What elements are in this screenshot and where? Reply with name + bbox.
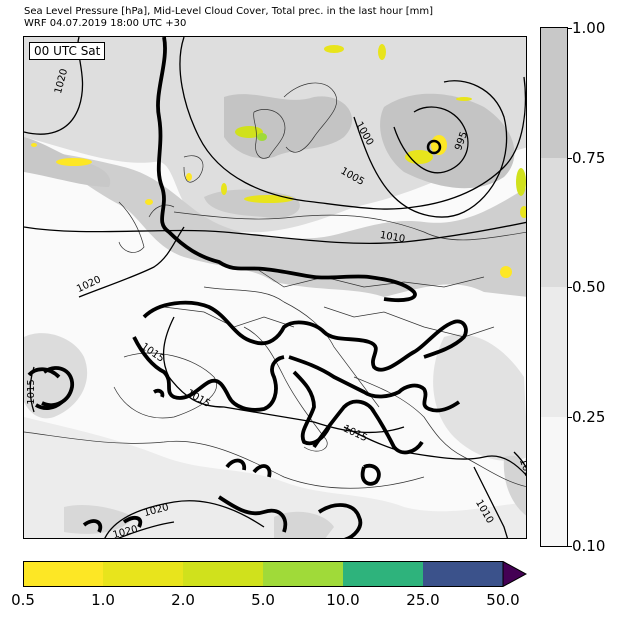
precip-colorbar-label: 10.0 xyxy=(326,591,360,609)
precip-colorbar-segment xyxy=(423,561,504,587)
precip-colorbar-label: 2.0 xyxy=(171,591,195,609)
cloud-colorbar-label: 0.10 xyxy=(572,537,606,555)
precip-colorbar-segment xyxy=(103,561,184,587)
isobar-label: 1010 xyxy=(379,230,406,245)
cloud-colorbar-segment xyxy=(541,28,567,159)
weather-map[interactable]: 1020 1020 1015 1015 1015 1015 1010 1010 … xyxy=(23,36,527,539)
precip-colorbar-outline xyxy=(23,561,503,587)
precip-colorbar-segment xyxy=(23,561,104,587)
map-title: Sea Level Pressure [hPa], Mid-Level Clou… xyxy=(24,6,434,17)
isobar-label: 1020 xyxy=(75,274,103,295)
isobars-thick xyxy=(27,37,468,538)
precip-colorbar-segment xyxy=(343,561,424,587)
cloud-colorbar-label: 0.50 xyxy=(572,278,606,296)
isobar-label: 1015 xyxy=(26,379,37,404)
cloud-colorbar-label: 0.75 xyxy=(572,148,606,167)
isobars-thin xyxy=(24,37,526,538)
cloud-colorbar-segment xyxy=(541,157,567,288)
low-pressure-centre xyxy=(426,139,442,155)
isobar-label: 1015 xyxy=(341,423,369,444)
precip-colorbar-segment xyxy=(263,561,344,587)
precip-colorbar-label: 5.0 xyxy=(251,591,275,609)
model-run-subtitle: WRF 04.07.2019 18:00 UTC +30 xyxy=(24,18,187,29)
cloud-colorbar-segment xyxy=(541,416,567,546)
cloud-colorbar-label: 1.00 xyxy=(572,19,606,37)
coastlines xyxy=(24,82,526,489)
precip-colorbar-segment xyxy=(183,561,264,587)
isobar-label: 1000 xyxy=(517,457,527,485)
map-canvas: 1020 1020 1015 1015 1015 1015 1010 1010 … xyxy=(24,37,527,538)
cloud-colorbar-tick xyxy=(568,546,572,547)
precip-colorbar-label: 50.0 xyxy=(486,591,520,609)
cloud-colorbar-tick xyxy=(568,28,572,29)
forecast-time-label: 00 UTC Sat xyxy=(29,42,106,60)
precip-colorbar-label: 1.0 xyxy=(91,591,115,609)
cloud-colorbar-tick xyxy=(568,157,572,159)
precip-colorbar-label: 25.0 xyxy=(406,591,440,609)
precip-colorbar-extension xyxy=(502,561,527,587)
cloud-colorbar-label: 0.25 xyxy=(572,407,606,426)
cloud-colorbar-tick xyxy=(568,416,572,418)
precip-colorbar-label: 0.5 xyxy=(11,591,35,609)
cloud-cover-colorbar xyxy=(540,27,568,547)
precipitation-colorbar xyxy=(23,561,527,587)
cloud-colorbar-segment xyxy=(541,287,567,418)
cloud-colorbar-tick xyxy=(568,287,572,288)
